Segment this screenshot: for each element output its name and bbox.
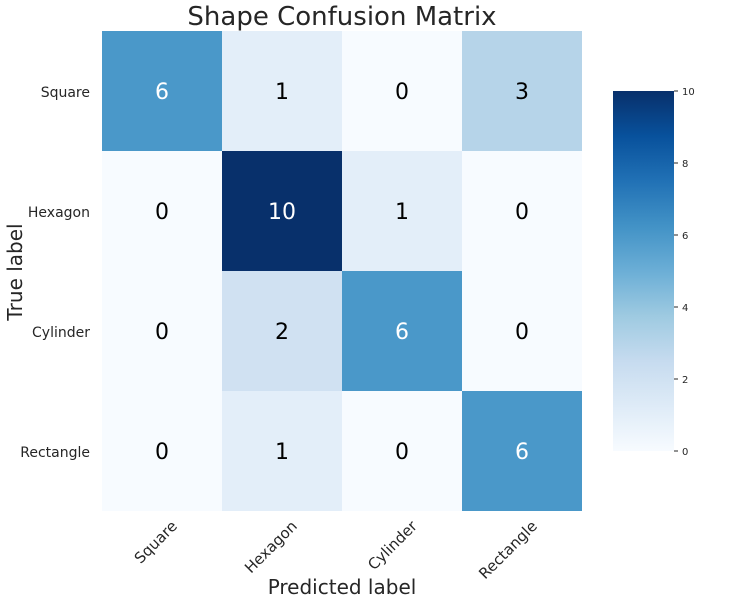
heatmap-cell-label: 6 <box>395 320 409 345</box>
heatmap-cell-label: 1 <box>275 440 289 465</box>
heatmap-cell <box>222 271 342 391</box>
heatmap-cell <box>102 271 222 391</box>
heatmap-cell-labels: 6 1 0 30 10 1 00 2 6 00 1 0 6 <box>155 80 529 465</box>
chart-title: Shape Confusion Matrix <box>187 2 496 32</box>
heatmap-cell <box>342 391 462 511</box>
heatmap-cell <box>342 151 462 271</box>
colorbar-ticks: 0 2 4 6 8 10 <box>674 87 695 458</box>
y-tick-label: Cylinder <box>32 325 90 341</box>
heatmap-cell-label: 2 <box>275 320 289 345</box>
heatmap-cell-label: 10 <box>268 200 296 225</box>
heatmap-cell <box>342 31 462 151</box>
heatmap-cell <box>222 151 342 271</box>
heatmap-cell-label: 0 <box>395 80 409 105</box>
x-tick-label: Rectangle <box>475 517 541 583</box>
y-axis-tick-labels: Square Hexagon Cylinder Rectangle <box>20 85 90 461</box>
colorbar-tick-label: 2 <box>682 375 688 386</box>
x-tick-label: Square <box>131 517 181 567</box>
colorbar-tick-label: 0 <box>682 447 688 458</box>
x-axis-tick-labels: Square Hexagon Cylinder Rectangle <box>131 517 541 583</box>
x-tick-label: Cylinder <box>364 517 421 574</box>
y-tick-label: Hexagon <box>28 205 90 221</box>
heatmap-cell-label: 0 <box>515 320 529 345</box>
x-tick-label: Hexagon <box>241 517 301 577</box>
heatmap-cell <box>102 31 222 151</box>
heatmap-cell-label: 0 <box>155 440 169 465</box>
x-axis-label: Predicted label <box>268 575 417 599</box>
heatmap-cell-label: 0 <box>515 200 529 225</box>
heatmap-cell <box>222 31 342 151</box>
heatmap-cell <box>462 151 582 271</box>
heatmap-cell-label: 6 <box>515 440 529 465</box>
heatmap-cell-label: 0 <box>395 440 409 465</box>
heatmap-cell-label: 1 <box>395 200 409 225</box>
y-axis-label: True label <box>3 223 27 321</box>
heatmap-cell <box>222 391 342 511</box>
colorbar-tick-label: 6 <box>682 231 688 242</box>
heatmap-cell <box>462 271 582 391</box>
heatmap-cell-label: 6 <box>155 80 169 105</box>
y-tick-label: Square <box>41 85 90 101</box>
colorbar-tick-label: 4 <box>682 303 688 314</box>
heatmap-cell-label: 3 <box>515 80 529 105</box>
y-tick-label: Rectangle <box>20 445 90 461</box>
heatmap-cells <box>102 31 582 511</box>
colorbar-tick-label: 8 <box>682 159 688 170</box>
colorbar-tick-label: 10 <box>682 87 695 98</box>
heatmap-cell-label: 1 <box>275 80 289 105</box>
heatmap-cell <box>462 31 582 151</box>
heatmap-cell <box>462 391 582 511</box>
heatmap-cell <box>102 391 222 511</box>
colorbar <box>613 91 674 451</box>
heatmap-cell <box>102 151 222 271</box>
heatmap-cell <box>342 271 462 391</box>
heatmap-cell-label: 0 <box>155 200 169 225</box>
heatmap-cell-label: 0 <box>155 320 169 345</box>
